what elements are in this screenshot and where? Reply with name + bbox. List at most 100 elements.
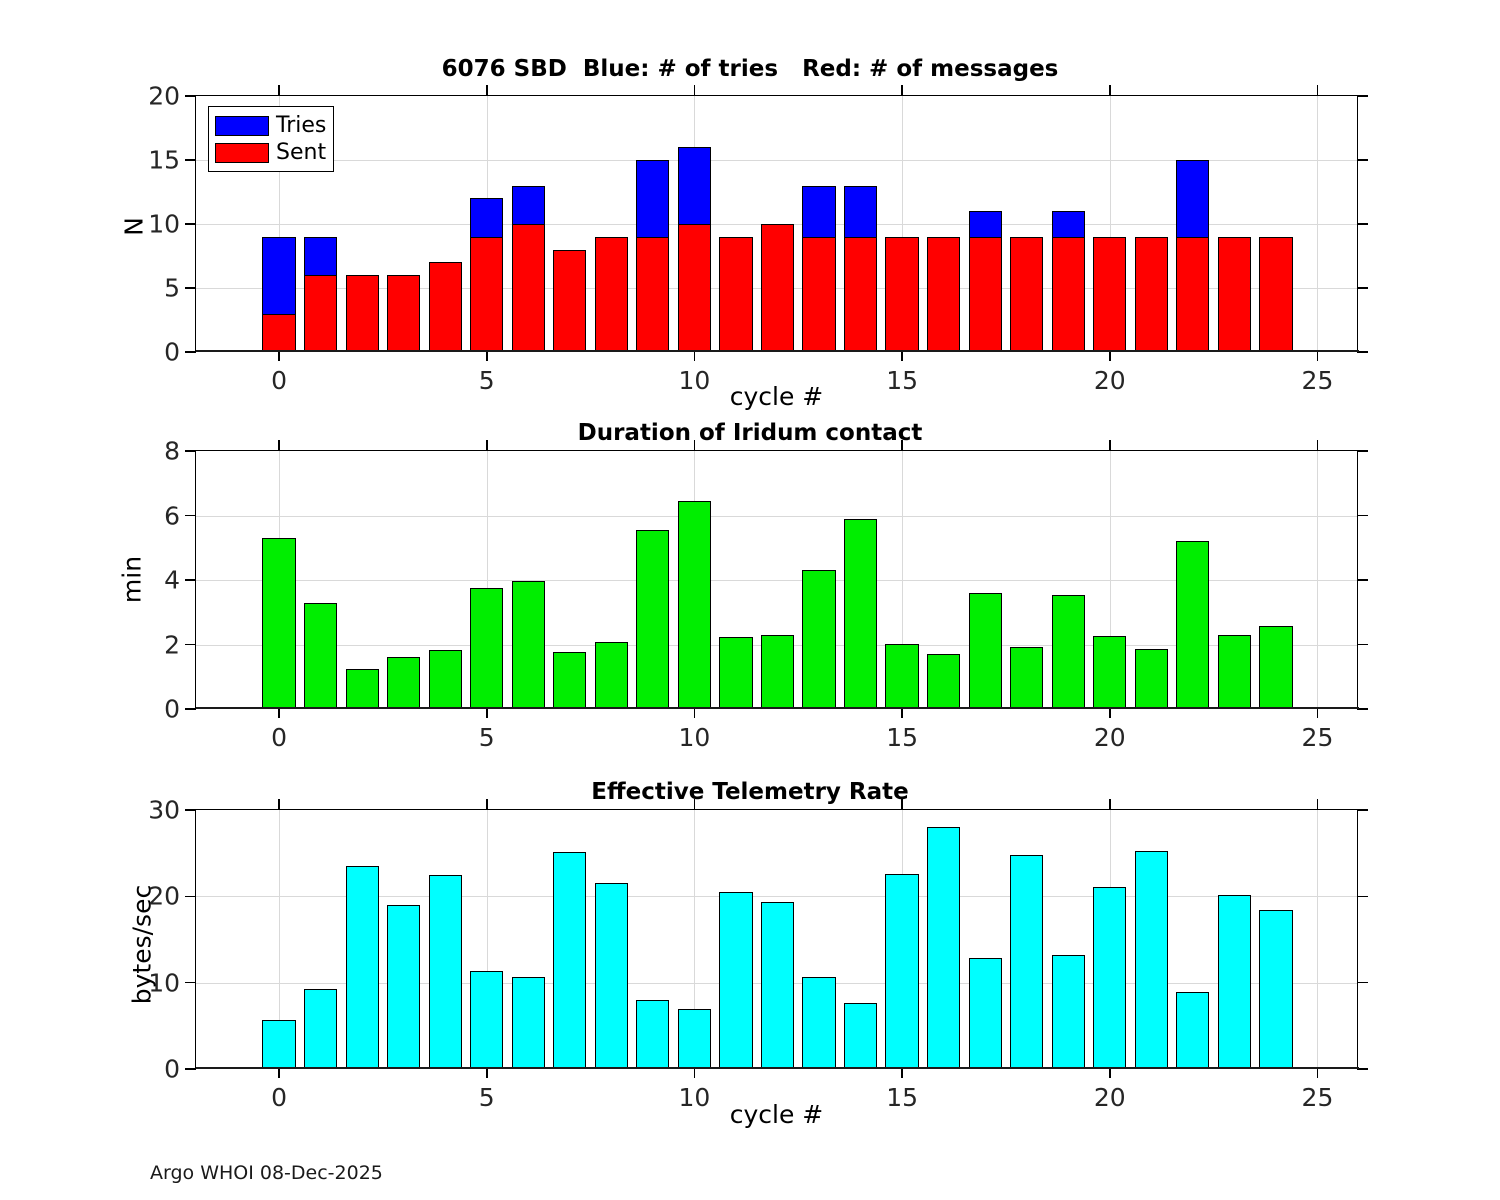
x-axis-tick-top (1108, 85, 1111, 96)
legend-panel1: Tries Sent (208, 106, 335, 172)
panel-tries-sent: 6076 SBD Blue: # of tries Red: # of mess… (0, 0, 1500, 411)
grid-line-vertical (1317, 451, 1319, 707)
bar-green (760, 635, 795, 709)
x-axis-tick-label: 0 (271, 1083, 288, 1112)
y-axis-tick (185, 579, 196, 581)
x-axis-tick-label: 25 (1301, 366, 1334, 395)
y-axis-tick (185, 809, 196, 811)
bar-cyan (677, 1008, 712, 1069)
x-axis-tick-label: 5 (478, 1083, 495, 1112)
x-axis-tick-top (485, 85, 488, 96)
bar-green (636, 530, 670, 709)
bar-sent (553, 249, 587, 352)
legend-label-sent: Sent (276, 139, 327, 165)
x-axis-tick-top (278, 440, 280, 451)
x-axis-tick (1316, 707, 1319, 718)
bar-sent (303, 275, 338, 352)
bar-sent (1093, 236, 1127, 352)
x-axis-tick-top (1108, 799, 1111, 810)
x-axis-tick-label: 25 (1301, 723, 1334, 752)
footer-credit: Argo WHOI 08-Dec-2025 (150, 1162, 383, 1184)
x-axis-tick (485, 1067, 488, 1078)
y-axis-tick-right (1357, 895, 1368, 898)
bar-cyan (636, 999, 670, 1069)
y-axis-tick-right (1357, 809, 1368, 811)
x-axis-tick-top (278, 85, 280, 96)
bar-green (470, 587, 504, 709)
x-axis-tick (1316, 1067, 1319, 1078)
bar-cyan (428, 874, 462, 1069)
grid-line-vertical (902, 96, 904, 350)
bar-green (428, 649, 462, 709)
y-axis-tick-right (1357, 643, 1368, 646)
y-axis-tick (185, 95, 196, 97)
panel3-title: Effective Telemetry Rate (591, 779, 909, 805)
y-axis-tick (185, 514, 196, 517)
bar-green (1134, 649, 1168, 709)
panel3-xlabel: cycle # (729, 1100, 824, 1129)
panel1-xlabel: cycle # (729, 382, 824, 411)
x-axis-tick (1108, 707, 1111, 718)
grid-line-vertical (1109, 451, 1111, 707)
bar-sent (927, 236, 961, 352)
x-axis-tick (278, 350, 280, 361)
grid-line-horizontal (196, 896, 1357, 898)
y-axis-tick (185, 643, 196, 646)
bar-sent (594, 236, 628, 352)
x-axis-tick-label: 5 (478, 723, 495, 752)
y-axis-tick-right (1357, 159, 1368, 161)
x-axis-tick-top (1108, 440, 1111, 451)
y-axis-tick-right (1357, 981, 1368, 984)
x-axis-tick (901, 350, 903, 361)
bar-green (553, 651, 587, 709)
bar-green (843, 518, 878, 709)
x-axis-tick-label: 15 (886, 723, 918, 752)
y-axis-tick-label: 4 (164, 565, 180, 595)
grid-line-horizontal (196, 160, 1357, 161)
bar-cyan (345, 866, 379, 1069)
grid-line-vertical (486, 451, 488, 707)
y-axis-tick (185, 708, 196, 710)
bar-sent (511, 224, 545, 352)
bar-cyan (843, 1002, 878, 1069)
bar-cyan (719, 892, 753, 1069)
bar-sent (428, 262, 462, 352)
bar-sent (802, 236, 836, 352)
y-axis-tick-label: 10 (148, 968, 180, 998)
x-axis-tick-top (693, 440, 696, 451)
bar-cyan (262, 1019, 296, 1069)
legend-row: Tries (215, 112, 326, 139)
x-axis-tick-label: 15 (886, 366, 918, 395)
panel3-plot-area: 0 10 20 30 0 5 10 15 20 25 (148, 796, 1368, 1112)
zero-baseline (196, 707, 1359, 709)
y-axis-tick-label: 20 (148, 81, 180, 111)
x-axis-tick (485, 350, 488, 361)
bar-sent (760, 224, 795, 352)
y-axis-tick-label: 8 (164, 436, 180, 466)
bar-cyan (553, 852, 587, 1069)
bar-green (594, 642, 628, 709)
bar-cyan (927, 827, 961, 1069)
panel1-plot-area: 0 5 10 15 20 0 5 10 15 20 25 Tries Sent (148, 82, 1368, 395)
y-axis-tick (185, 159, 196, 161)
bar-green (387, 657, 421, 709)
grid-line-vertical (1317, 810, 1319, 1067)
x-axis-tick-label: 20 (1093, 723, 1126, 752)
x-axis-tick (693, 707, 696, 718)
bar-sent (843, 236, 878, 352)
legend-row: Sent (215, 139, 326, 166)
bar-cyan (1176, 992, 1210, 1069)
x-axis-tick-top (901, 799, 903, 810)
panel2-title: Duration of Iridum contact (577, 420, 923, 446)
bar-green (262, 538, 296, 709)
y-axis-tick-right (1357, 223, 1368, 225)
x-axis-tick-label: 0 (271, 723, 288, 752)
bar-cyan (1051, 955, 1085, 1069)
x-axis-tick (693, 350, 696, 361)
x-axis-tick-label: 10 (678, 723, 711, 752)
grid-line-horizontal (196, 580, 1357, 581)
bar-cyan (1093, 886, 1127, 1069)
x-axis-tick (485, 707, 488, 718)
bar-green (1010, 647, 1044, 709)
